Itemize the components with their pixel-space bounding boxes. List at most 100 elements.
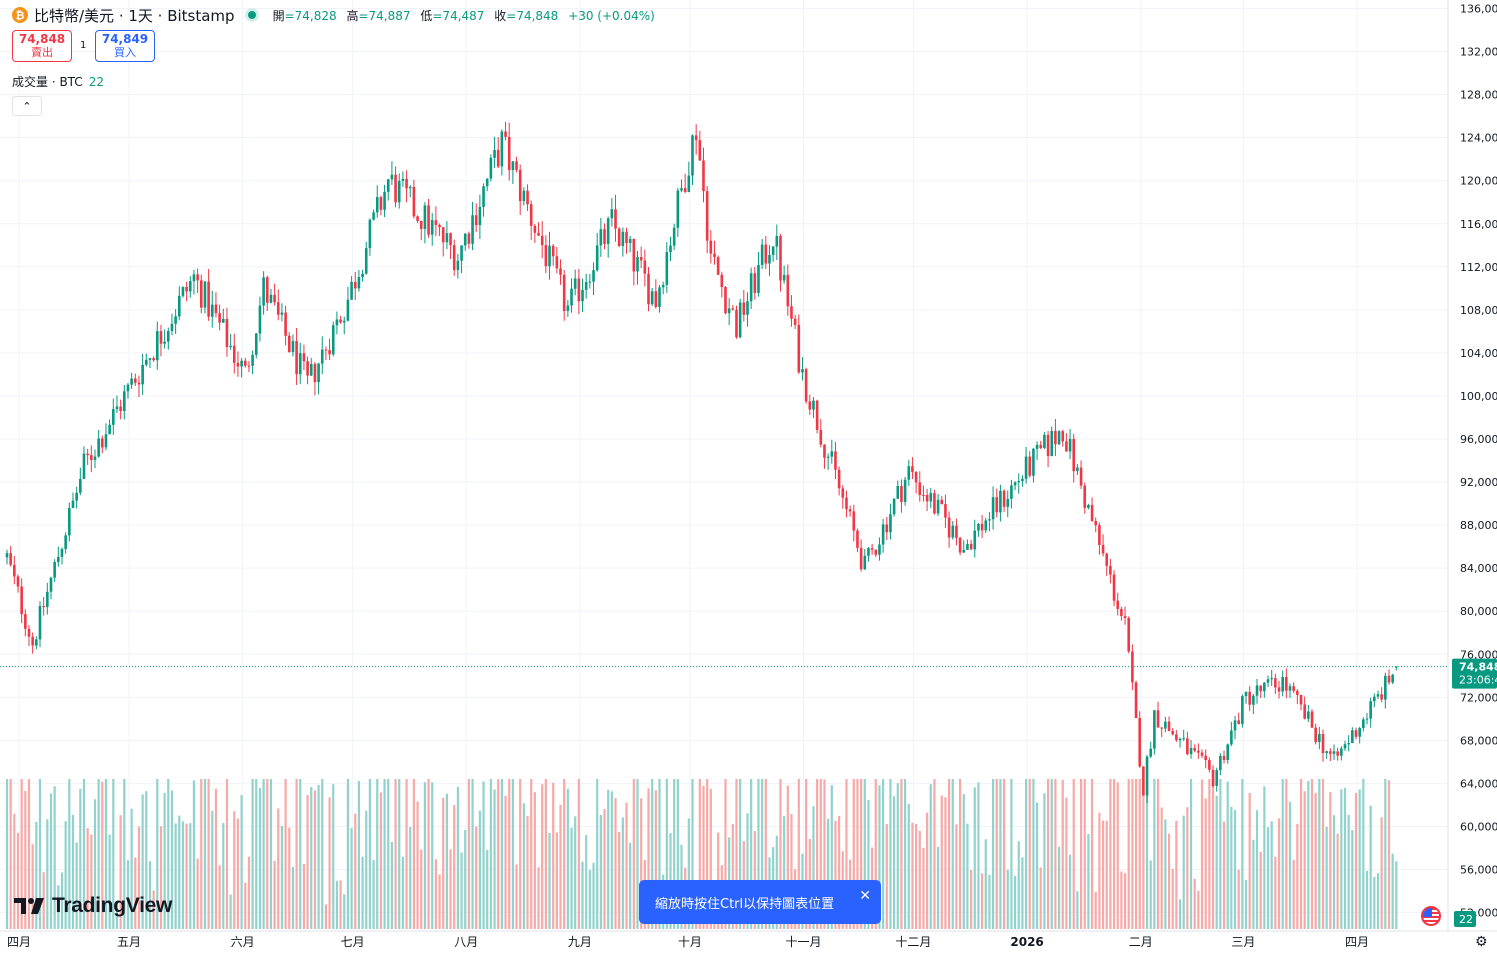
volume-bar [387,779,390,929]
symbol-title[interactable]: 比特幣/美元 · 1天 · Bitstamp [34,6,235,25]
candle-body [152,358,155,361]
candle-body [914,471,918,483]
volume-bar [1098,812,1101,929]
candle-body [1237,720,1240,724]
volume-bar [1178,899,1182,929]
volume-bar [1391,853,1394,929]
candle-body [830,451,834,457]
candle-body [577,278,581,302]
price-axis[interactable]: 136,000 132,000 128,000 124,000 120,000 116,0… [1447,0,1497,931]
candle-body [1123,615,1127,619]
volume-bar [93,799,97,929]
volume-bar [874,779,877,929]
y-tick-label: 128,000 [1460,89,1497,102]
volume-bar [500,779,503,929]
volume-bar [1219,779,1222,929]
candle-body [837,469,841,489]
volume-bar [211,810,214,929]
volume-bar [823,779,826,929]
volume-bar [1208,779,1211,929]
candle-body [999,490,1002,513]
volume-bar [533,792,536,929]
volume-bar [1083,779,1086,929]
candle-body [760,244,764,265]
market-status-icon[interactable] [244,8,259,22]
volume-bar [16,832,20,929]
volume-bar [453,804,456,929]
candle-body [786,274,790,307]
x-tick-label: 三月 [1231,935,1255,949]
volume-bar [460,852,463,929]
candle-body [218,313,221,323]
volume-bar [1307,781,1310,929]
volume-bar [691,779,694,929]
candle-body [694,135,698,141]
volume-bar [273,860,276,929]
volume-bar [196,858,199,929]
volume-bar [929,784,932,929]
candle-body [955,525,958,538]
sell-button[interactable]: 74,848 賣出 [12,30,72,62]
candle-body [408,186,412,189]
candle-body [925,495,929,502]
volume-bar [1138,779,1141,929]
x-tick-label: 十月 [678,935,702,949]
candle-body [49,577,53,592]
candle-body [1072,438,1076,472]
volume-bar [1068,854,1072,929]
candle-body [196,274,199,281]
volume-bar [222,823,225,929]
candle-body [1035,444,1039,449]
close-icon[interactable]: ✕ [859,888,871,904]
volume-bar [163,792,166,929]
candle-body [320,349,324,364]
volume-bar [57,885,60,929]
candle-body [467,233,471,244]
volume-bar [178,815,181,929]
candle-body [735,309,738,338]
y-tick-label: 96,000 [1460,433,1497,446]
volume-bar [482,781,485,929]
candle-body [1365,718,1369,720]
time-axis[interactable]: 四月 五月 六月 七月 八月 九月 十月 十一月 十二月 2026 二月 三月 四月 [0,930,1497,949]
volume-bar [225,779,229,929]
candle-body [1376,694,1380,697]
candle-body [768,254,771,264]
candle-body [1024,456,1028,479]
gear-icon[interactable]: ⚙ [1475,934,1488,950]
candle-body [397,180,401,203]
volume-bar [1010,779,1013,929]
candle-body [991,497,995,520]
volume-bar [423,782,426,929]
candle-body [1127,618,1131,652]
candle-body [115,406,119,410]
y-tick-label: 112,000 [1460,261,1497,274]
candle-body [27,628,31,637]
x-tick-label: 四月 [7,935,31,949]
candle-body [980,523,984,531]
candle-body [108,424,111,435]
volume-bar [636,779,639,929]
collapse-legend-button[interactable]: ⌃ [12,96,42,116]
volume-bar [229,894,232,929]
buy-button[interactable]: 74,849 買入 [95,30,155,62]
volume-bar [1395,861,1398,929]
candle-body [1219,755,1222,771]
candle-body [1395,666,1398,668]
y-tick-label: 120,000 [1460,175,1497,188]
candle-body [672,227,676,246]
candle-body [9,553,12,565]
candle-body [1050,430,1054,456]
candle-body [771,246,775,255]
candle-body [306,361,309,376]
candle-body [1002,490,1006,507]
candle-body [643,260,647,274]
y-tick-label: 92,000 [1460,476,1497,489]
us-flag-icon[interactable] [1421,906,1441,926]
y-tick-label: 80,000 [1460,605,1497,618]
candle-body [177,295,181,317]
volume-indicator-label[interactable]: 成交量 · BTC 22 [12,75,104,89]
volume-bar [412,779,415,929]
tradingview-logo[interactable]: TradingView [14,894,172,918]
